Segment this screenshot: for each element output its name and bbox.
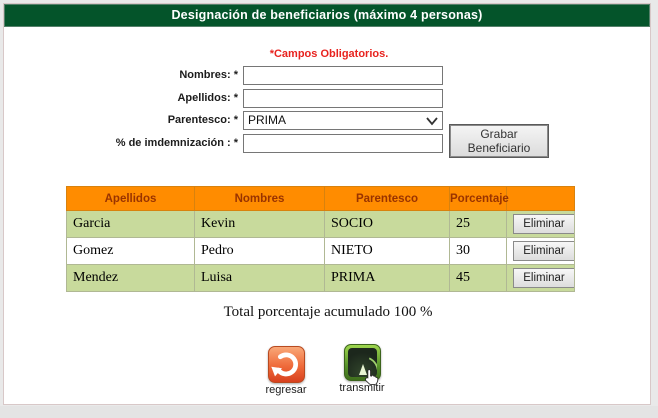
form-row-apellidos: Apellidos: * bbox=[4, 89, 564, 108]
table-row: Mendez Luisa PRIMA 45 Eliminar bbox=[66, 264, 575, 292]
page-background-strip bbox=[0, 406, 658, 418]
grabar-beneficiario-button[interactable]: Grabar Beneficiario bbox=[449, 124, 549, 158]
column-header-actions bbox=[506, 186, 575, 211]
nombres-label: Nombres: * bbox=[179, 69, 238, 81]
nombres-input[interactable] bbox=[243, 66, 443, 85]
form-row-indemnizacion: % de imdemnización : * bbox=[4, 134, 564, 153]
eliminar-button[interactable]: Eliminar bbox=[513, 268, 574, 288]
transmitir-button[interactable]: transmitir bbox=[332, 344, 392, 394]
page-title: Designación de beneficiarios (máximo 4 p… bbox=[4, 4, 650, 27]
cell-parentesco: PRIMA bbox=[324, 264, 450, 292]
cell-apellidos: Garcia bbox=[66, 210, 195, 238]
column-header-nombres: Nombres bbox=[194, 186, 325, 211]
cell-nombres: Luisa bbox=[194, 264, 325, 292]
parentesco-label: Parentesco: * bbox=[167, 114, 238, 126]
back-arrow-icon bbox=[267, 346, 305, 383]
cell-parentesco: NIETO bbox=[324, 237, 450, 265]
cell-apellidos: Gomez bbox=[66, 237, 195, 265]
broadcast-icon bbox=[343, 344, 381, 381]
regresar-button[interactable]: regresar bbox=[256, 346, 316, 396]
form-row-nombres: Nombres: * bbox=[4, 66, 564, 85]
eliminar-button[interactable]: Eliminar bbox=[513, 241, 574, 261]
parentesco-selected-value: PRIMA bbox=[248, 113, 287, 127]
cell-nombres: Kevin bbox=[194, 210, 325, 238]
cell-nombres: Pedro bbox=[194, 237, 325, 265]
eliminar-button[interactable]: Eliminar bbox=[513, 214, 574, 234]
cell-porcentaje: 30 bbox=[449, 237, 507, 265]
table-header-row: Apellidos Nombres Parentesco Porcentaje bbox=[66, 186, 575, 211]
transmitir-label: transmitir bbox=[339, 382, 385, 394]
required-fields-note: *Campos Obligatorios. bbox=[269, 48, 389, 60]
cell-porcentaje: 45 bbox=[449, 264, 507, 292]
porcentaje-indemnizacion-label: % de imdemnización : * bbox=[115, 137, 238, 149]
table-row: Garcia Kevin SOCIO 25 Eliminar bbox=[66, 210, 575, 238]
regresar-label: regresar bbox=[265, 384, 307, 396]
beneficiaries-table: Apellidos Nombres Parentesco Porcentaje … bbox=[66, 186, 575, 292]
column-header-apellidos: Apellidos bbox=[66, 186, 195, 211]
chevron-down-icon bbox=[426, 117, 438, 126]
cell-apellidos: Mendez bbox=[66, 264, 195, 292]
form-row-parentesco: Parentesco: * PRIMA bbox=[4, 111, 564, 130]
table-row: Gomez Pedro NIETO 30 Eliminar bbox=[66, 237, 575, 265]
parentesco-select[interactable]: PRIMA bbox=[243, 111, 443, 130]
porcentaje-indemnizacion-input[interactable] bbox=[243, 134, 443, 153]
apellidos-input[interactable] bbox=[243, 89, 443, 108]
apellidos-label: Apellidos: * bbox=[177, 92, 238, 104]
column-header-parentesco: Parentesco bbox=[324, 186, 450, 211]
mouse-cursor-icon bbox=[365, 369, 379, 385]
cell-parentesco: SOCIO bbox=[324, 210, 450, 238]
content-panel: Designación de beneficiarios (máximo 4 p… bbox=[3, 3, 651, 405]
total-percentage-text: Total porcentaje acumulado 100 % bbox=[223, 304, 433, 320]
cell-porcentaje: 25 bbox=[449, 210, 507, 238]
column-header-porcentaje: Porcentaje bbox=[449, 186, 509, 211]
